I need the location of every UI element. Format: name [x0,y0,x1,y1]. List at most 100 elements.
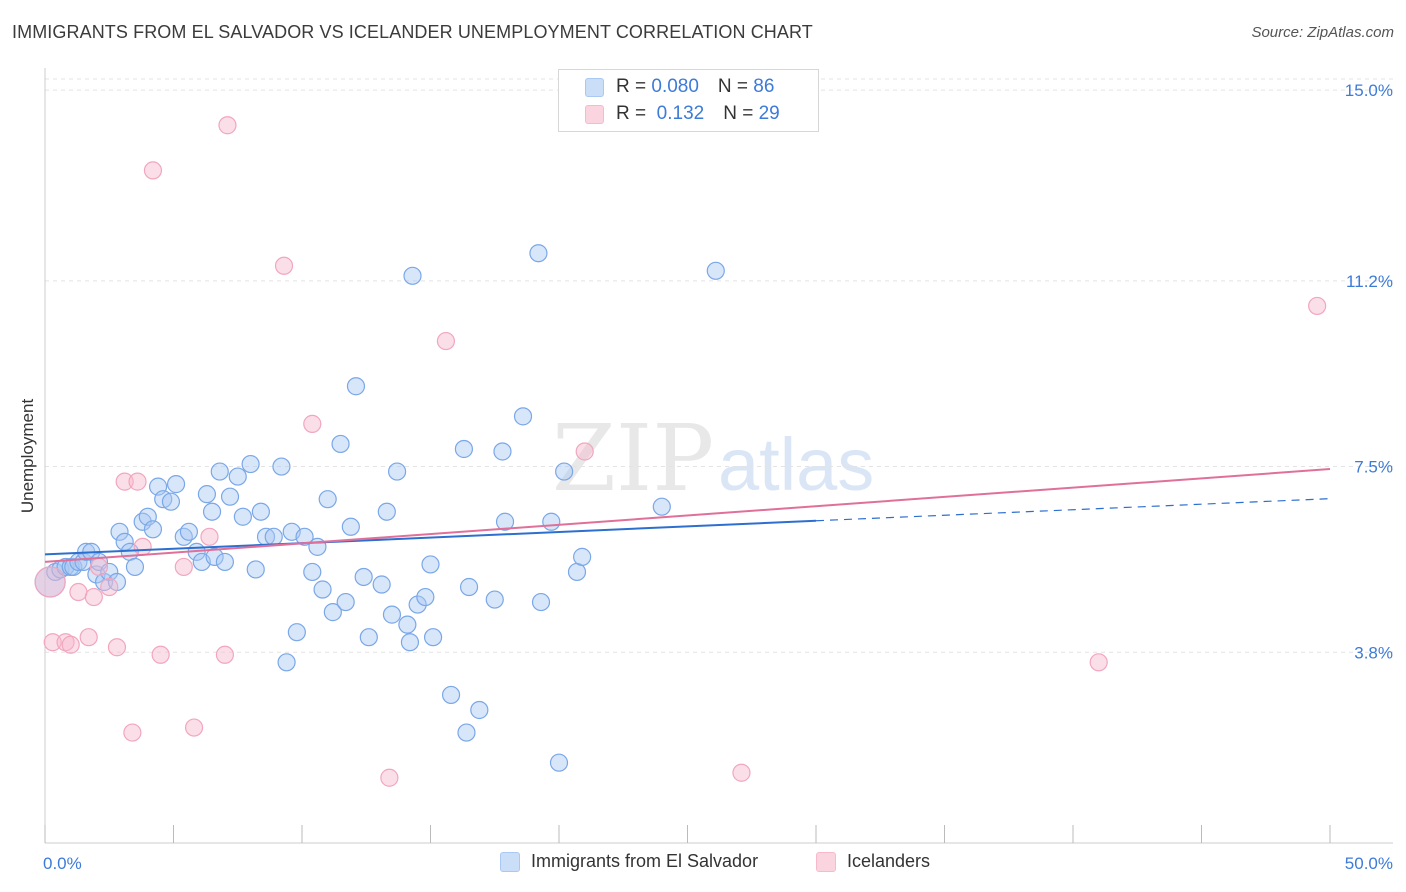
el-salvador-point [398,615,417,634]
el-salvador-point [542,512,561,531]
n-value: 29 [758,103,780,124]
el-salvador-point [454,439,474,459]
el-salvador-point [303,562,322,582]
r-label: R = [616,103,652,124]
el-salvador-point [110,522,129,541]
icelanders-point [215,645,234,664]
icelanders-point [34,566,66,598]
el-salvador-point [174,527,193,546]
icelanders-point [200,527,219,546]
el-salvador-point [421,555,440,574]
el-salvador-point [706,261,725,280]
el-salvador-point [423,628,443,647]
el-salvador-point [143,520,163,539]
el-salvador-point [220,487,240,506]
el-salvador-point [64,557,83,577]
icelanders-point [61,635,80,654]
el-salvador-point [573,547,592,566]
icelanders-trend-line [44,468,1331,563]
el-salvador-point [166,475,186,494]
el-salvador-point [529,244,548,263]
el-salvador-point [493,442,512,461]
stats-legend-row-el-salvador: R = 0.080 N = 86 [585,74,774,100]
watermark: ZIP atlas [552,405,874,512]
el-salvador-legend-swatch [500,851,520,872]
legend-label: Icelanders [847,851,931,871]
el-salvador-point [403,266,422,285]
el-salvador-point [567,562,587,582]
el-salvador-point [277,653,296,672]
icelanders-point [89,557,109,577]
el-salvador-point [318,490,337,509]
el-salvador-point [485,590,504,609]
icelanders-point [107,638,127,657]
el-salvador-point [372,575,391,594]
el-salvador-point [377,502,396,521]
el-salvador-point [555,462,574,481]
el-salvador-point [264,527,283,546]
icelanders-point [218,116,237,135]
el-salvador-point [161,492,181,511]
legend-item-icelanders[interactable]: Icelanders [816,851,930,872]
el-salvador-point [346,377,366,396]
el-salvador-point [133,512,152,531]
icelanders-point [43,633,62,652]
el-salvador-point [387,462,407,481]
icelanders-point [575,442,594,461]
el-salvador-point [202,502,222,521]
r-value: 0.132 [651,103,705,124]
icelanders-point [56,633,75,652]
icelanders-point [380,768,399,787]
icelanders-point [174,557,193,577]
stats-legend-row-icelanders: R = 0.132 N = 29 [585,101,780,127]
y-tick-label: 3.8% [1354,643,1393,662]
y-axis-title: Unemployment [18,398,37,514]
el-salvador-trend-extension [815,498,1331,522]
watermark-zip: ZIP [552,405,714,512]
icelanders-point [133,537,152,556]
el-salvador-point [408,595,427,614]
icelanders-swatch [585,104,604,124]
r-label: R = [616,76,652,97]
chart-title: IMMIGRANTS FROM EL SALVADOR VS ICELANDER… [12,22,813,42]
watermark-atlas: atlas [718,423,874,506]
el-salvador-point [382,605,402,624]
el-salvador-point [197,485,217,504]
el-salvador-point [233,507,252,526]
icelanders-point [436,331,456,351]
n-label: N = [723,103,759,124]
icelanders-point [732,763,751,782]
el-salvador-point [179,522,199,541]
legend-item-el-salvador[interactable]: Immigrants from El Salvador [500,851,758,872]
el-salvador-point [246,560,265,579]
icelanders-point [1089,653,1108,672]
el-salvador-point [359,628,378,647]
el-salvador-point [272,457,291,476]
el-salvador-swatch [585,77,604,97]
source-label: Source: ZipAtlas.com [1251,24,1394,41]
icelanders-point [69,582,88,602]
el-salvador-point [531,592,551,612]
el-salvador-point [416,587,435,607]
el-salvador-point [652,497,671,516]
el-salvador-trend-line [44,519,817,556]
y-tick-label: 7.5% [1354,458,1393,477]
icelanders-point [84,587,103,607]
el-salvador-point [313,580,332,599]
r-value: 0.080 [651,76,699,97]
n-label: N = [717,76,754,97]
y-tick-label: 11.2% [1346,272,1393,291]
icelanders-point [274,256,294,275]
el-salvador-point [210,462,229,481]
el-salvador-point [341,517,360,536]
el-salvador-point [336,592,355,612]
el-salvador-point [295,527,314,546]
el-salvador-point [470,700,489,720]
el-salvador-point [441,685,461,705]
icelanders-point [1308,296,1327,316]
icelanders-point [303,414,322,433]
icelanders-point [143,161,163,180]
icelanders-point [151,645,170,664]
stats-legend: R = 0.080 N = 86 R = 0.132 N = 29 [558,69,819,132]
icelanders-point [123,723,142,742]
